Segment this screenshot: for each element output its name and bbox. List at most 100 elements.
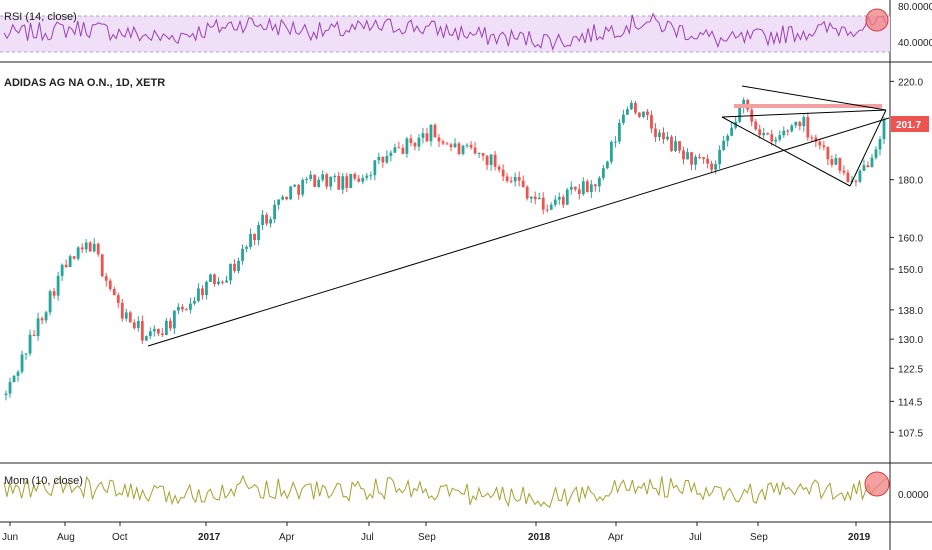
- candle: [305, 176, 309, 184]
- candle-body: [160, 333, 164, 335]
- candle-body: [581, 181, 585, 194]
- candle: [738, 107, 742, 124]
- candle-body: [56, 275, 60, 296]
- candle-body: [646, 111, 649, 116]
- candle: [345, 172, 349, 193]
- candle: [112, 286, 116, 296]
- candle: [577, 184, 581, 200]
- candle: [638, 112, 641, 118]
- candle-body: [245, 246, 248, 249]
- rsi-series-line: [3, 12, 887, 51]
- candle: [333, 173, 337, 183]
- candle-body: [393, 147, 397, 153]
- candle-body: [413, 142, 417, 147]
- candle-body: [144, 336, 148, 341]
- candle: [674, 135, 677, 152]
- candle: [730, 121, 734, 137]
- candle: [497, 164, 501, 173]
- candle-body: [613, 141, 617, 143]
- momentum-panel[interactable]: Mom (10, close) 0.0000: [3, 471, 929, 508]
- candle-body: [517, 176, 521, 181]
- candle-body: [225, 280, 228, 283]
- candle: [762, 127, 766, 139]
- candle: [858, 169, 862, 184]
- candle: [642, 111, 645, 119]
- candle: [818, 138, 822, 150]
- candle: [417, 134, 421, 151]
- candle-body: [76, 247, 80, 259]
- candle-body: [124, 312, 128, 319]
- candle-body: [265, 214, 268, 224]
- candle-body: [814, 137, 818, 142]
- candle: [706, 154, 709, 169]
- candle-body: [24, 353, 28, 355]
- candle-body: [593, 184, 597, 187]
- candle: [301, 177, 305, 197]
- candle-body: [152, 329, 156, 332]
- candle-body: [549, 204, 553, 210]
- candle: [341, 173, 345, 194]
- candle: [834, 154, 838, 166]
- candle: [726, 133, 730, 147]
- candle-body: [830, 159, 834, 165]
- candle-body: [682, 150, 685, 160]
- time-tick-label: Jun: [2, 532, 18, 543]
- candle-body: [253, 233, 256, 241]
- candle: [229, 263, 232, 285]
- candle-body: [233, 263, 236, 271]
- price-axis[interactable]: 220.0 180.0 160.0 150.0 138.0 130.0 122.5 114.5…: [890, 77, 923, 439]
- momentum-highlight-circle: [864, 471, 890, 497]
- candle-body: [626, 109, 629, 115]
- candle: [457, 141, 461, 156]
- candle: [357, 174, 361, 183]
- candle-body: [557, 196, 561, 200]
- candle: [293, 184, 297, 188]
- main-chart-title: ADIDAS AG NA O.N., 1D, XETR: [4, 77, 165, 89]
- candle: [377, 152, 381, 165]
- candle: [297, 183, 301, 200]
- candle-body: [365, 175, 369, 178]
- candle: [176, 303, 180, 315]
- candle-body: [136, 321, 140, 329]
- rsi-panel[interactable]: RSI (14, close) 80.0000 40.0000: [0, 2, 932, 53]
- candle-body: [726, 135, 730, 141]
- candle: [385, 150, 389, 164]
- candle-body: [473, 147, 477, 154]
- candle: [28, 329, 32, 357]
- rsi-title: RSI (14, close): [4, 11, 77, 23]
- candle: [261, 209, 264, 231]
- candle-body: [205, 281, 208, 296]
- time-axis[interactable]: Jun Aug Oct 2017 Apr Jul Sep 2018 Apr Jul Sep 2019: [2, 522, 871, 543]
- candle-body: [321, 174, 325, 180]
- candle-body: [197, 288, 200, 301]
- candle-body: [289, 186, 293, 200]
- candle: [710, 160, 714, 174]
- candle: [317, 176, 321, 188]
- price-panel[interactable]: ADIDAS AG NA O.N., 1D, XETR 201.7 220.0 1…: [4, 77, 929, 439]
- candle: [561, 194, 565, 209]
- candle-body: [28, 334, 32, 354]
- candle-body: [329, 176, 333, 187]
- candle: [421, 127, 425, 144]
- candle: [525, 185, 529, 201]
- candle-body: [72, 256, 76, 259]
- candle: [253, 233, 256, 246]
- candle: [557, 192, 561, 205]
- candle: [585, 179, 589, 193]
- candle-body: [794, 121, 798, 126]
- candle: [569, 181, 573, 195]
- candle-body: [441, 141, 445, 144]
- candle-body: [617, 123, 621, 142]
- candle-body: [862, 165, 866, 171]
- candle-body: [469, 144, 473, 148]
- candle: [469, 141, 473, 150]
- candle: [325, 172, 329, 190]
- candle: [646, 109, 649, 121]
- candle-body: [597, 177, 601, 187]
- candle-body: [870, 157, 874, 168]
- time-tick-label: Aug: [57, 532, 75, 543]
- candle: [237, 257, 240, 274]
- candle-body: [766, 133, 770, 135]
- last-price-label: 201.7: [896, 120, 921, 131]
- candle-body: [100, 254, 104, 277]
